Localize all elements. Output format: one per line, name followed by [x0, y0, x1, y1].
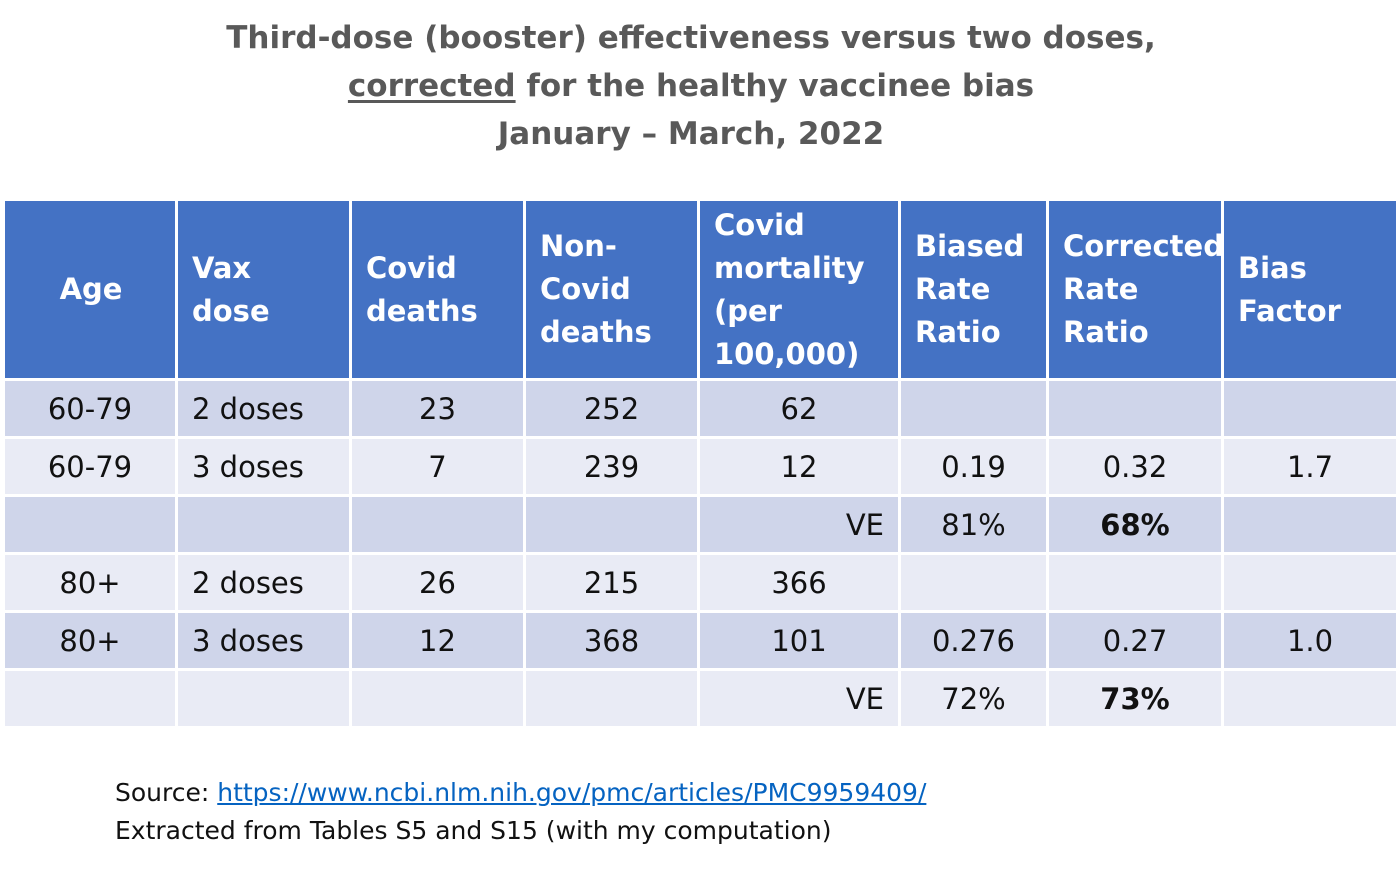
header-age: Age	[2, 198, 178, 381]
cell-bias-factor	[1221, 378, 1399, 439]
title-line-3: January – March, 2022	[497, 116, 885, 152]
cell-bias-factor	[1221, 552, 1399, 613]
title-line-1: Third-dose (booster) effectiveness versu…	[226, 20, 1156, 56]
cell-covid-mortality: 62	[697, 378, 901, 439]
cell-biased-rate-ratio	[898, 378, 1049, 439]
cell-corrected-rate-ratio: 0.27	[1046, 610, 1224, 671]
table-row-ve: VE 72% 73%	[2, 668, 1399, 729]
slide-title: Third-dose (booster) effectiveness versu…	[0, 14, 1382, 158]
cell-age	[2, 494, 178, 555]
cell-ve-label: VE	[697, 668, 901, 729]
cell-vax-dose	[175, 494, 352, 555]
cell-bias-factor: 1.7	[1221, 436, 1399, 497]
source-note: Extracted from Tables S5 and S15 (with m…	[115, 816, 832, 845]
cell-covid-deaths: 26	[349, 552, 526, 613]
header-corrected-rate-ratio: Corrected Rate Ratio	[1046, 198, 1224, 381]
cell-age: 80+	[2, 552, 178, 613]
cell-corrected-rate-ratio	[1046, 552, 1224, 613]
cell-biased-rate-ratio	[898, 552, 1049, 613]
cell-biased-rate-ratio: 0.276	[898, 610, 1049, 671]
cell-corrected-rate-ratio: 0.32	[1046, 436, 1224, 497]
cell-ve-label: VE	[697, 494, 901, 555]
source-block: Source: https://www.ncbi.nlm.nih.gov/pmc…	[115, 774, 926, 850]
table-row: 60-79 2 doses 23 252 62	[2, 378, 1399, 439]
cell-covid-deaths: 23	[349, 378, 526, 439]
cell-corrected-rate-ratio	[1046, 378, 1224, 439]
header-vax-dose: Vax dose	[175, 198, 352, 381]
cell-non-covid-deaths: 252	[523, 378, 700, 439]
cell-corrected-ve: 73%	[1046, 668, 1224, 729]
header-non-covid-deaths: Non-Covid deaths	[523, 198, 700, 381]
cell-age: 60-79	[2, 436, 178, 497]
cell-non-covid-deaths: 215	[523, 552, 700, 613]
cell-bias-factor	[1221, 668, 1399, 729]
header-covid-deaths: Covid deaths	[349, 198, 526, 381]
cell-vax-dose	[175, 668, 352, 729]
source-label: Source:	[115, 778, 218, 807]
cell-covid-mortality: 101	[697, 610, 901, 671]
cell-covid-deaths	[349, 668, 526, 729]
cell-vax-dose: 3 doses	[175, 610, 352, 671]
cell-age: 60-79	[2, 378, 178, 439]
header-biased-rate-ratio: Biased Rate Ratio	[898, 198, 1049, 381]
cell-covid-mortality: 12	[697, 436, 901, 497]
cell-biased-ve: 81%	[898, 494, 1049, 555]
cell-vax-dose: 3 doses	[175, 436, 352, 497]
header-covid-mortality: Covid mortality (per 100,000)	[697, 198, 901, 381]
cell-age: 80+	[2, 610, 178, 671]
cell-covid-deaths	[349, 494, 526, 555]
cell-non-covid-deaths	[523, 668, 700, 729]
table-header-row: Age Vax dose Covid deaths Non-Covid deat…	[2, 198, 1399, 381]
header-bias-factor: Bias Factor	[1221, 198, 1399, 381]
table-row-ve: VE 81% 68%	[2, 494, 1399, 555]
title-line-2-rest: for the healthy vaccinee bias	[515, 68, 1035, 104]
cell-covid-mortality: 366	[697, 552, 901, 613]
cell-non-covid-deaths	[523, 494, 700, 555]
cell-covid-deaths: 12	[349, 610, 526, 671]
cell-corrected-ve: 68%	[1046, 494, 1224, 555]
source-link[interactable]: https://www.ncbi.nlm.nih.gov/pmc/article…	[217, 778, 927, 807]
cell-vax-dose: 2 doses	[175, 552, 352, 613]
cell-vax-dose: 2 doses	[175, 378, 352, 439]
cell-biased-ve: 72%	[898, 668, 1049, 729]
cell-biased-rate-ratio: 0.19	[898, 436, 1049, 497]
title-underlined-word: corrected	[347, 68, 516, 104]
title-line-2: corrected for the healthy vaccinee bias	[0, 62, 1382, 110]
cell-bias-factor	[1221, 494, 1399, 555]
cell-non-covid-deaths: 368	[523, 610, 700, 671]
table-row: 80+ 2 doses 26 215 366	[2, 552, 1399, 613]
table-row: 80+ 3 doses 12 368 101 0.276 0.27 1.0	[2, 610, 1399, 671]
effectiveness-table: Age Vax dose Covid deaths Non-Covid deat…	[2, 198, 1399, 729]
cell-bias-factor: 1.0	[1221, 610, 1399, 671]
source-line: Source: https://www.ncbi.nlm.nih.gov/pmc…	[115, 774, 926, 812]
table-row: 60-79 3 doses 7 239 12 0.19 0.32 1.7	[2, 436, 1399, 497]
cell-age	[2, 668, 178, 729]
cell-covid-deaths: 7	[349, 436, 526, 497]
cell-non-covid-deaths: 239	[523, 436, 700, 497]
